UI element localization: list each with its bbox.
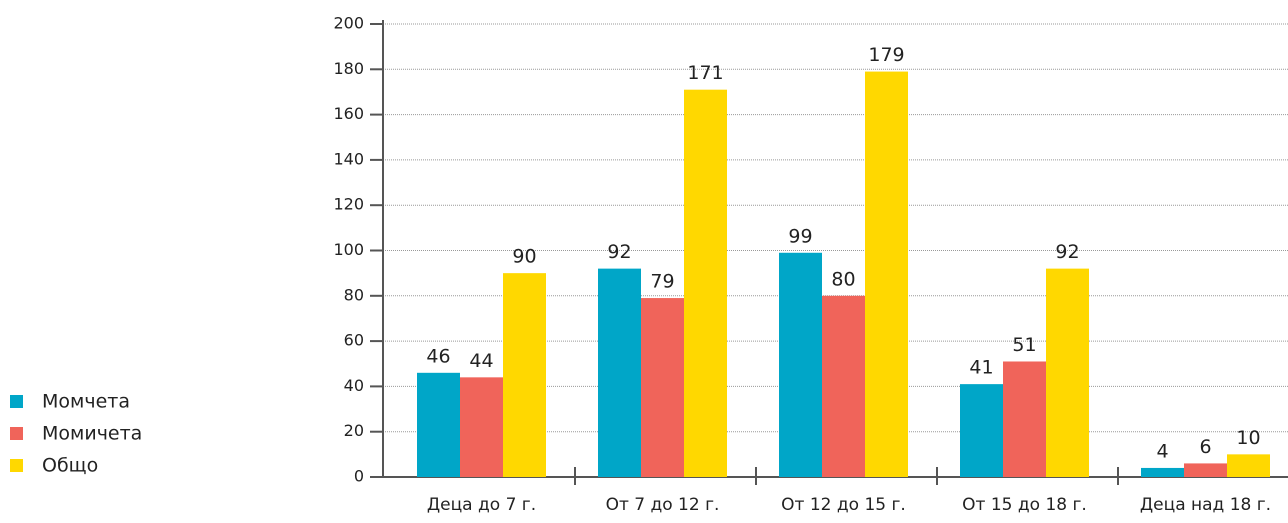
value-label: 90 [512, 246, 536, 268]
value-label: 92 [607, 241, 631, 263]
legend-label: Общо [42, 455, 98, 477]
value-label: 10 [1236, 427, 1260, 449]
x-tick-label: Деца до 7 г. [427, 495, 536, 515]
y-tick-label: 140 [333, 149, 364, 168]
bar [1141, 467, 1184, 477]
value-label: 99 [788, 225, 812, 247]
y-tick-label: 40 [344, 376, 364, 395]
bar [960, 384, 1003, 477]
legend-swatch [10, 427, 23, 440]
value-label: 46 [426, 345, 450, 367]
y-tick-label: 120 [333, 195, 364, 214]
value-label: 79 [650, 271, 674, 293]
value-label: 92 [1055, 241, 1079, 263]
legend-swatch [10, 459, 23, 472]
y-tick-label: 180 [333, 59, 364, 78]
x-tick-label: От 15 до 18 г. [962, 495, 1087, 515]
bar [1046, 268, 1089, 477]
value-label: 6 [1199, 436, 1211, 458]
bar [684, 89, 727, 477]
bar [641, 298, 684, 477]
value-label: 80 [831, 268, 855, 290]
bar [417, 372, 460, 477]
y-tick-label: 200 [333, 14, 364, 33]
bar [1184, 463, 1227, 477]
y-tick-label: 60 [344, 331, 364, 350]
value-label: 44 [469, 350, 493, 372]
x-tick-label: От 12 до 15 г. [781, 495, 906, 515]
x-tick-label: От 7 до 12 г. [606, 495, 720, 515]
value-label: 51 [1012, 334, 1036, 356]
bar [1003, 361, 1046, 477]
y-tick-label: 160 [333, 104, 364, 123]
y-tick-label: 80 [344, 285, 364, 304]
bar [865, 71, 908, 477]
bar [779, 252, 822, 477]
bar [822, 295, 865, 477]
legend-swatch [10, 395, 23, 408]
bar [598, 268, 641, 477]
bar [460, 377, 503, 477]
value-label: 41 [969, 357, 993, 379]
legend-label: Момчета [42, 391, 130, 413]
value-label: 179 [868, 44, 904, 66]
y-tick-label: 20 [344, 421, 364, 440]
x-tick-label: Деца над 18 г. [1140, 495, 1271, 515]
bar [1227, 454, 1270, 477]
y-tick-label: 100 [333, 240, 364, 259]
value-label: 171 [687, 62, 723, 84]
bar [503, 273, 546, 477]
y-tick-label: 0 [354, 467, 364, 486]
legend-label: Момичета [42, 423, 142, 445]
value-label: 4 [1156, 440, 1168, 462]
